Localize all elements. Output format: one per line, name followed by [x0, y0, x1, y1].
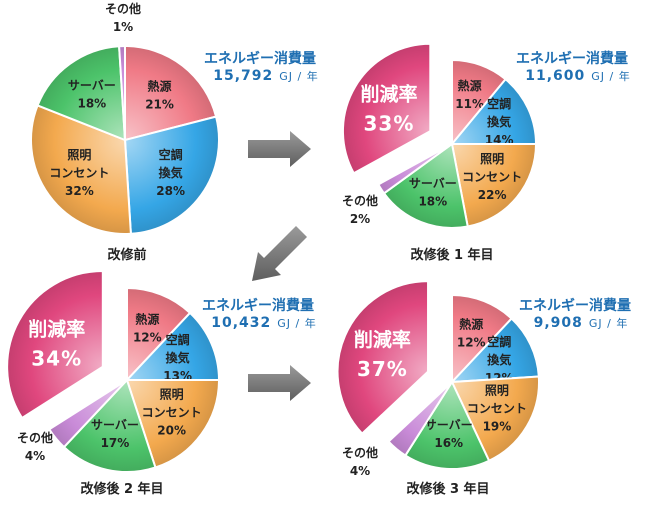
slice-label-その他: その他 — [17, 430, 53, 445]
total-unit: GJ / 年 — [279, 69, 318, 83]
pie-slice-その他 — [118, 44, 126, 141]
pie-slice-照明コンセント — [30, 104, 132, 235]
reduction-value: 34% — [31, 346, 82, 370]
slice-label-空調換気: 換気 — [166, 350, 190, 365]
slice-label-照明コンセント: コンセント — [49, 166, 109, 180]
reduction-label: 削減率 — [28, 317, 85, 340]
slice-value-照明コンセント: 19% — [483, 420, 512, 434]
slice-value-熱源: 12% — [457, 335, 486, 349]
slice-label-サーバー: サーバー — [425, 418, 473, 432]
reduction-label: 削減率 — [360, 83, 417, 106]
slice-value-熱源: 12% — [133, 331, 162, 345]
pie-slice-照明コンセント — [125, 379, 221, 469]
slice-value-サーバー: 18% — [77, 96, 106, 110]
slice-value-熱源: 11% — [455, 97, 484, 111]
total-label: エネルギー消費量 — [519, 297, 631, 314]
slice-label-空調換気: 空調 — [159, 147, 183, 162]
total-value: 11,600 GJ / 年 — [525, 68, 631, 84]
pie-slice-サーバー — [403, 379, 491, 470]
pie-slice-空調換気 — [124, 311, 221, 381]
slice-value-その他: 4% — [350, 464, 370, 478]
total-value: 9,908 GJ / 年 — [534, 315, 629, 331]
slice-label-空調換気: 空調 — [487, 334, 511, 349]
arrow-right-icon-1 — [248, 131, 311, 167]
slice-value-その他: 1% — [113, 20, 133, 34]
total-unit: GJ / 年 — [589, 316, 628, 330]
slice-value-熱源: 21% — [145, 97, 174, 111]
reduction-wedge — [341, 42, 432, 175]
slice-label-熱源: 熱源 — [135, 312, 159, 327]
total-label: エネルギー消費量 — [516, 50, 628, 67]
slice-label-空調換気: 空調 — [166, 332, 190, 347]
pie-slice-サーバー — [382, 142, 469, 229]
slice-label-熱源: 熱源 — [458, 78, 482, 93]
total-label: エネルギー消費量 — [202, 297, 314, 314]
pie-caption: 改修後 2 年目 — [80, 481, 163, 497]
slice-label-照明コンセント: コンセント — [467, 402, 527, 416]
pie-slice-その他 — [377, 143, 453, 195]
slice-label-空調換気: 換気 — [159, 165, 183, 180]
reduction-wedge — [6, 270, 104, 420]
slice-label-熱源: 熱源 — [459, 316, 483, 331]
pie-slice-照明コンセント — [450, 143, 538, 228]
reduction-value: 37% — [357, 357, 408, 381]
pie-slice-熱源 — [126, 286, 192, 383]
reduction-wedge — [336, 280, 430, 435]
slice-label-その他: その他 — [105, 1, 141, 16]
slice-value-照明コンセント: 22% — [478, 188, 507, 202]
slice-label-照明コンセント: コンセント — [462, 170, 522, 184]
slice-label-熱源: 熱源 — [148, 78, 172, 93]
pie-caption: 改修後 1 年目 — [410, 247, 493, 263]
slice-label-サーバー: サーバー — [68, 78, 116, 92]
slice-label-空調換気: 空調 — [487, 96, 511, 111]
pie-slice-空調換気 — [123, 115, 221, 235]
slice-value-その他: 2% — [350, 212, 370, 226]
arrow-down-left-icon — [252, 226, 307, 281]
total-value: 15,792 GJ / 年 — [213, 68, 319, 84]
slice-label-空調換気: 換気 — [487, 352, 511, 367]
slice-label-照明コンセント: 照明 — [160, 386, 184, 401]
pie-slice-その他 — [47, 379, 128, 449]
slice-label-その他: その他 — [342, 445, 378, 460]
reduction-value: 33% — [364, 112, 415, 136]
pie-caption: 改修後 3 年目 — [406, 481, 489, 497]
pie-slice-その他 — [387, 381, 453, 457]
pie-caption: 改修前 — [107, 247, 146, 263]
slice-label-その他: その他 — [342, 193, 378, 208]
total-unit: GJ / 年 — [591, 69, 630, 83]
reduction-label: 削減率 — [354, 328, 411, 351]
pie-slice-サーバー — [36, 45, 127, 142]
slice-value-サーバー: 18% — [418, 194, 447, 208]
slice-label-サーバー: サーバー — [91, 418, 139, 432]
arrow-right-icon-2 — [248, 365, 311, 401]
slice-value-照明コンセント: 32% — [65, 184, 94, 198]
pie-slice-空調換気 — [449, 77, 538, 145]
slice-label-空調換気: 換気 — [487, 114, 511, 129]
slice-value-サーバー: 16% — [434, 436, 463, 450]
slice-label-サーバー: サーバー — [409, 176, 457, 190]
pie-slice-照明コンセント — [450, 375, 540, 463]
slice-label-照明コンセント: コンセント — [142, 405, 202, 419]
slice-value-サーバー: 17% — [101, 436, 130, 450]
slice-label-照明コンセント: 照明 — [480, 151, 504, 166]
total-unit: GJ / 年 — [277, 316, 316, 330]
slice-value-照明コンセント: 20% — [157, 423, 186, 437]
slice-label-照明コンセント: 照明 — [485, 383, 509, 398]
pie-slice-空調換気 — [449, 317, 540, 384]
pie-slice-サーバー — [62, 378, 157, 473]
total-label: エネルギー消費量 — [204, 50, 316, 67]
slice-value-その他: 4% — [25, 449, 45, 463]
total-value: 10,432 GJ / 年 — [211, 315, 317, 331]
pie-slice-熱源 — [451, 293, 513, 385]
slice-label-照明コンセント: 照明 — [67, 147, 91, 162]
pie-slice-熱源 — [124, 44, 218, 142]
slice-value-空調換気: 28% — [156, 184, 185, 198]
